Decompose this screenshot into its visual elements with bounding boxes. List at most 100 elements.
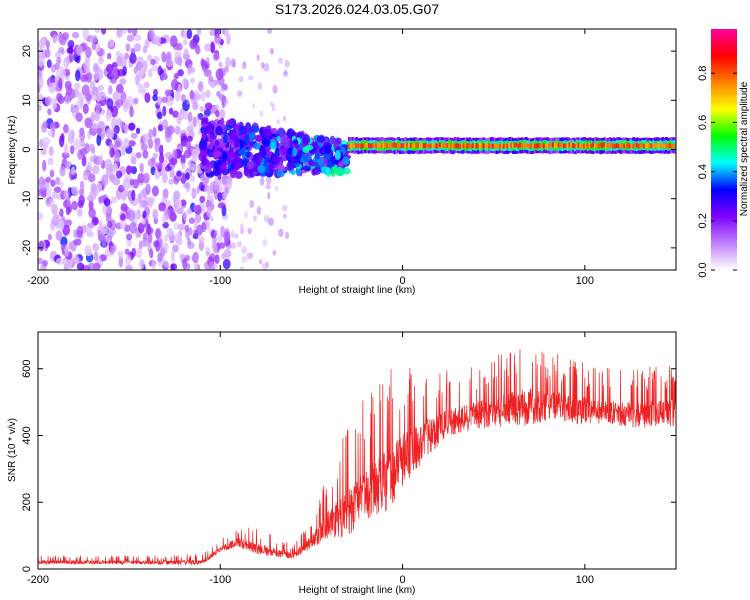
- spectrogram-cell: [159, 144, 164, 156]
- spectrogram-cell: [75, 69, 81, 82]
- spectrogram-cell: [85, 46, 92, 58]
- spectrogram-cell: [504, 143, 508, 149]
- spectrogram-cell: [442, 142, 446, 148]
- spectrogram-cell: [386, 143, 390, 149]
- spectrogram-cell: [142, 45, 148, 54]
- spectrogram-cell: [490, 143, 493, 149]
- spectrogram-cell: [112, 163, 118, 174]
- spectrogram-cell: [521, 143, 524, 149]
- spectrogram-cell: [615, 143, 619, 149]
- spectrogram-cell: [170, 156, 178, 166]
- spectrogram-cell: [418, 143, 422, 149]
- spectrogram-cell: [531, 143, 535, 149]
- spectrogram-cell: [147, 68, 153, 78]
- spectrogram-cell: [192, 204, 199, 212]
- spectrogram-cell: [60, 132, 65, 142]
- spectrogram-cell: [398, 142, 402, 148]
- spectrogram-cell: [240, 223, 244, 231]
- spectrogram-cell: [55, 176, 61, 186]
- spectrogram-cell: [120, 203, 128, 213]
- spectrogram-cell: [628, 143, 632, 149]
- spectrogram-cell: [204, 43, 211, 52]
- spectrogram-cell: [223, 248, 231, 259]
- colorbar: 0.0 0.2 0.4 0.6 0.8 Normalized spectral ampl…: [697, 29, 750, 278]
- spectrogram-cell: [239, 265, 245, 270]
- spectrogram-cell: [165, 95, 174, 107]
- spectrogram-cell: [93, 251, 99, 262]
- spectrogram-cell: [97, 84, 105, 91]
- spectrogram-cell: [140, 66, 145, 76]
- spectrogram-cell: [64, 143, 69, 156]
- spectrogram-cell: [177, 223, 186, 231]
- spectrogram-cell: [283, 69, 288, 75]
- spectrogram-cell: [50, 179, 56, 187]
- spectrogram-cell: [226, 244, 232, 250]
- spectrogram-cell: [205, 251, 211, 257]
- spectrogram-cell: [196, 185, 200, 195]
- spectrogram-cell: [87, 173, 96, 183]
- x-tick-label: 100: [576, 574, 594, 586]
- spectrogram-cell: [123, 124, 129, 132]
- spectrogram-cell: [174, 233, 181, 245]
- spectrogram-cell: [214, 229, 219, 237]
- spectrogram-cell: [96, 127, 102, 135]
- spectrogram-cell: [49, 169, 55, 178]
- spectrogram-cell: [435, 143, 439, 149]
- spectrogram-cell: [91, 94, 98, 101]
- colorbar-tick-label: 0.2: [697, 213, 709, 228]
- spectrogram-cell: [53, 213, 60, 222]
- spectrogram-cell: [259, 110, 264, 118]
- spectrogram-cell: [573, 143, 577, 149]
- spectrogram-cell: [76, 208, 83, 217]
- spectrogram-cell: [413, 142, 417, 148]
- spectrogram-cell: [267, 191, 271, 200]
- spectrogram-cell: [130, 47, 136, 55]
- spectrogram-cell: [220, 85, 224, 93]
- spectrogram-cell: [147, 158, 156, 168]
- spectrogram-cell: [192, 116, 197, 128]
- spectrogram-cell: [205, 125, 211, 135]
- spectrogram-cell: [177, 110, 185, 121]
- spectrogram-cell: [134, 43, 141, 52]
- spectrogram-cell: [566, 143, 570, 149]
- spectrogram-cell: [572, 143, 576, 148]
- colorbar-label: Normalized spectral amplitude: [739, 81, 750, 216]
- spectrogram-cell: [329, 135, 336, 144]
- spectrogram-cell: [223, 134, 228, 144]
- spectrogram-cell: [143, 81, 150, 89]
- spectrogram-cell: [222, 192, 228, 200]
- colorbar-ticks: 0.0 0.2 0.4 0.6 0.8: [697, 66, 737, 278]
- spectrogram-cell: [257, 164, 266, 174]
- spectrogram-cell: [334, 149, 341, 161]
- spectrogram-cell: [220, 183, 227, 193]
- spectrogram-cell: [164, 151, 173, 160]
- spectrogram-cell: [281, 144, 287, 155]
- spectrogram-cell: [142, 172, 150, 184]
- spectrogram-cell: [513, 142, 517, 148]
- colorbar-tick-label: 0.8: [697, 66, 709, 81]
- spectrogram-cell: [550, 142, 554, 148]
- spectrogram-cell: [164, 89, 172, 97]
- spectrogram-cell: [586, 143, 590, 149]
- spectrogram-cell: [155, 162, 163, 169]
- spectrogram-cell: [205, 56, 210, 66]
- spectrogram-cell: [497, 143, 501, 149]
- spectrogram-cell: [71, 31, 80, 39]
- spectrogram-cell: [92, 242, 100, 252]
- spectrogram-cell: [65, 84, 73, 97]
- spectrogram-cell: [648, 142, 652, 148]
- spectrogram-cell: [119, 78, 127, 85]
- spectrogram-cell: [190, 98, 197, 105]
- spectrogram-cell: [183, 39, 188, 46]
- spectrogram-cell: [73, 238, 82, 246]
- spectrogram-cell: [349, 143, 353, 149]
- spectrogram-cell: [210, 216, 214, 222]
- spectrogram-cell: [590, 143, 594, 149]
- spectrogram-cell: [145, 226, 154, 235]
- spectrogram-cell: [199, 105, 205, 112]
- spectrogram-cell: [621, 143, 625, 148]
- spectrogram-cell: [80, 147, 87, 157]
- spectrogram-cell: [528, 143, 532, 149]
- spectrogram-cell: [253, 142, 261, 150]
- spectrogram-cell: [415, 142, 419, 148]
